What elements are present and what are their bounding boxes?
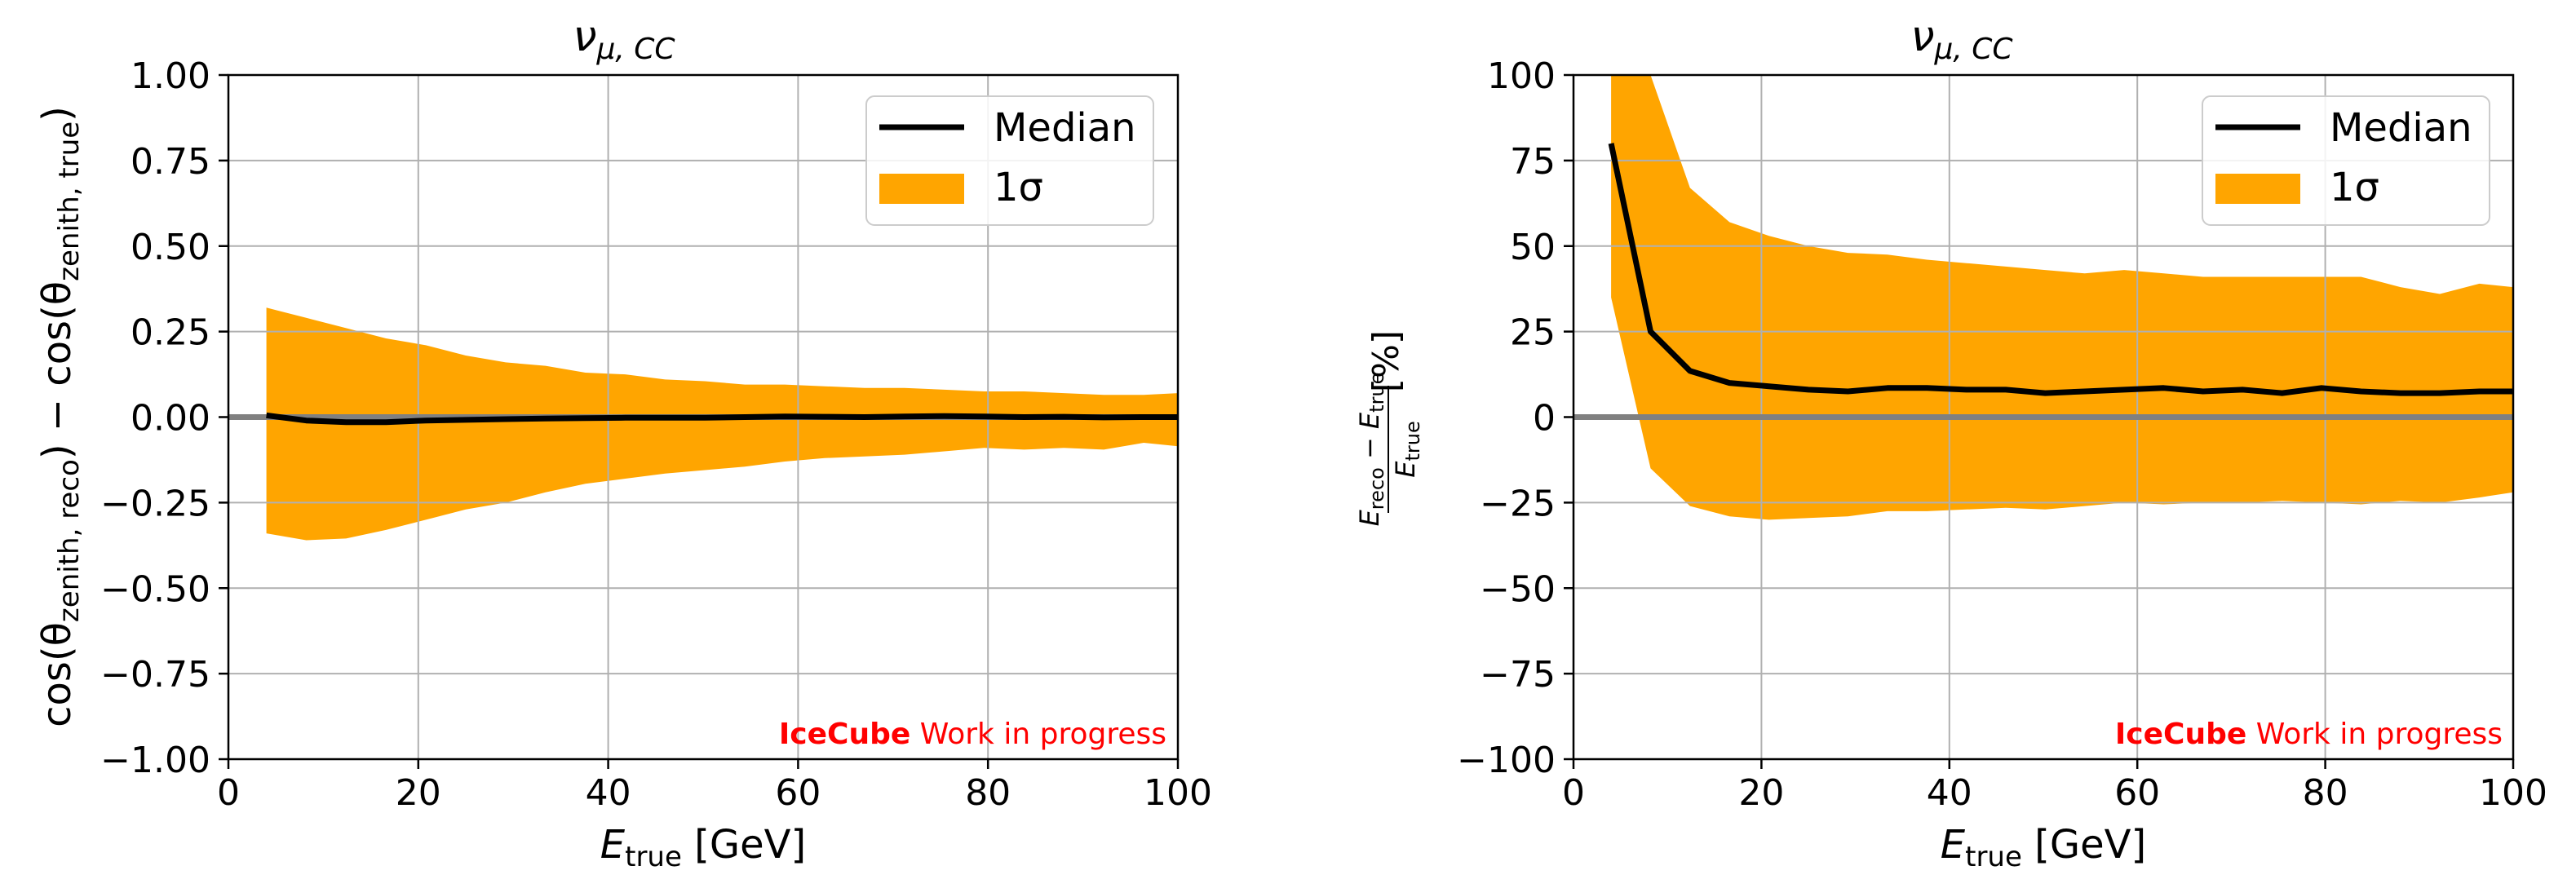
left-median-line: [266, 412, 1178, 426]
left-title: νμ, CC: [573, 12, 675, 66]
right-legend: Median 1σ: [2202, 95, 2490, 226]
right-x-tick-label: 40: [1927, 772, 1972, 814]
right-legend-band-label: 1σ: [2330, 165, 2379, 210]
right-legend-median-label: Median: [2330, 105, 2472, 151]
left-x-tick-label: 80: [965, 772, 1011, 814]
left-y-tick-label: 1.00: [131, 55, 210, 97]
left-x-tick-label: 60: [775, 772, 821, 814]
right-x-tick-label: 100: [2479, 772, 2547, 814]
right-y-label-denominator: Etrue: [1390, 421, 1424, 477]
left-y-tick-label: 0.50: [131, 227, 210, 268]
left-legend: Median 1σ: [865, 95, 1154, 226]
left-y-tick-label: −0.50: [100, 568, 210, 610]
right-y-axis-label: Ereco − Etrue Etrue [%]: [1354, 330, 1424, 526]
left-x-tick-label: 100: [1144, 772, 1212, 814]
left-y-axis-label: cos(θzenith, reco) − cos(θzenith, true): [34, 106, 86, 727]
right-median-line: [1608, 143, 2513, 396]
left-legend-band-swatch: [879, 174, 964, 204]
right-y-tick-label: 50: [1510, 227, 1556, 268]
right-sigma-band: [1611, 75, 2513, 520]
right-y-label-numerator: Ereco − Etrue: [1354, 373, 1388, 527]
right-title: νμ, CC: [1910, 12, 2013, 66]
left-y-tick-label: 0.75: [131, 141, 210, 183]
right-y-tick-label: −50: [1480, 568, 1556, 610]
right-legend-band-swatch: [2215, 174, 2300, 204]
right-y-tick-label: −25: [1480, 483, 1556, 524]
left-x-tick-label: 20: [396, 772, 441, 814]
right-wip-annotation: IceCube Work in progress: [2115, 718, 2503, 751]
left-y-tick-label: −0.25: [100, 483, 210, 524]
left-x-tick-label: 40: [586, 772, 631, 814]
right-x-tick-label: 0: [1562, 772, 1585, 814]
right-x-tick-label: 60: [2114, 772, 2160, 814]
right-y-tick-label: 100: [1487, 55, 1556, 97]
left-x-axis-label: Etrue [GeV]: [600, 822, 806, 873]
right-panel: 0 20 40 60 80 100 −100 −75 −50 −25 0 25 50 75 100 νμ, …: [1354, 12, 2547, 873]
right-x-tick-label: 20: [1738, 772, 1784, 814]
right-y-tick-label: 75: [1510, 141, 1556, 183]
left-legend-band-label: 1σ: [994, 165, 1043, 210]
right-y-tick-label: −100: [1457, 740, 1556, 781]
right-x-axis-label: Etrue [GeV]: [1941, 822, 2146, 873]
right-y-tick-label: 0: [1533, 398, 1556, 440]
left-y-tick-label: 0.00: [131, 398, 210, 440]
left-y-tick-label: −0.75: [100, 654, 210, 696]
left-sigma-band: [266, 307, 1179, 541]
right-y-tick-label: 25: [1510, 312, 1556, 354]
right-y-label-unit: [%]: [1365, 330, 1407, 392]
left-wip-annotation: IceCube Work in progress: [779, 718, 1166, 751]
right-y-tick-label: −75: [1480, 654, 1556, 696]
left-y-tick-label: 0.25: [131, 312, 210, 354]
left-y-tick-label: −1.00: [100, 740, 210, 781]
right-x-tick-label: 80: [2303, 772, 2348, 814]
left-panel: 0 20 40 60 80 100 −1.00 −0.75 −0.50 −0.25 0.00 0.25…: [34, 12, 1212, 873]
left-legend-median-label: Median: [994, 105, 1136, 151]
left-x-tick-label: 0: [217, 772, 240, 814]
